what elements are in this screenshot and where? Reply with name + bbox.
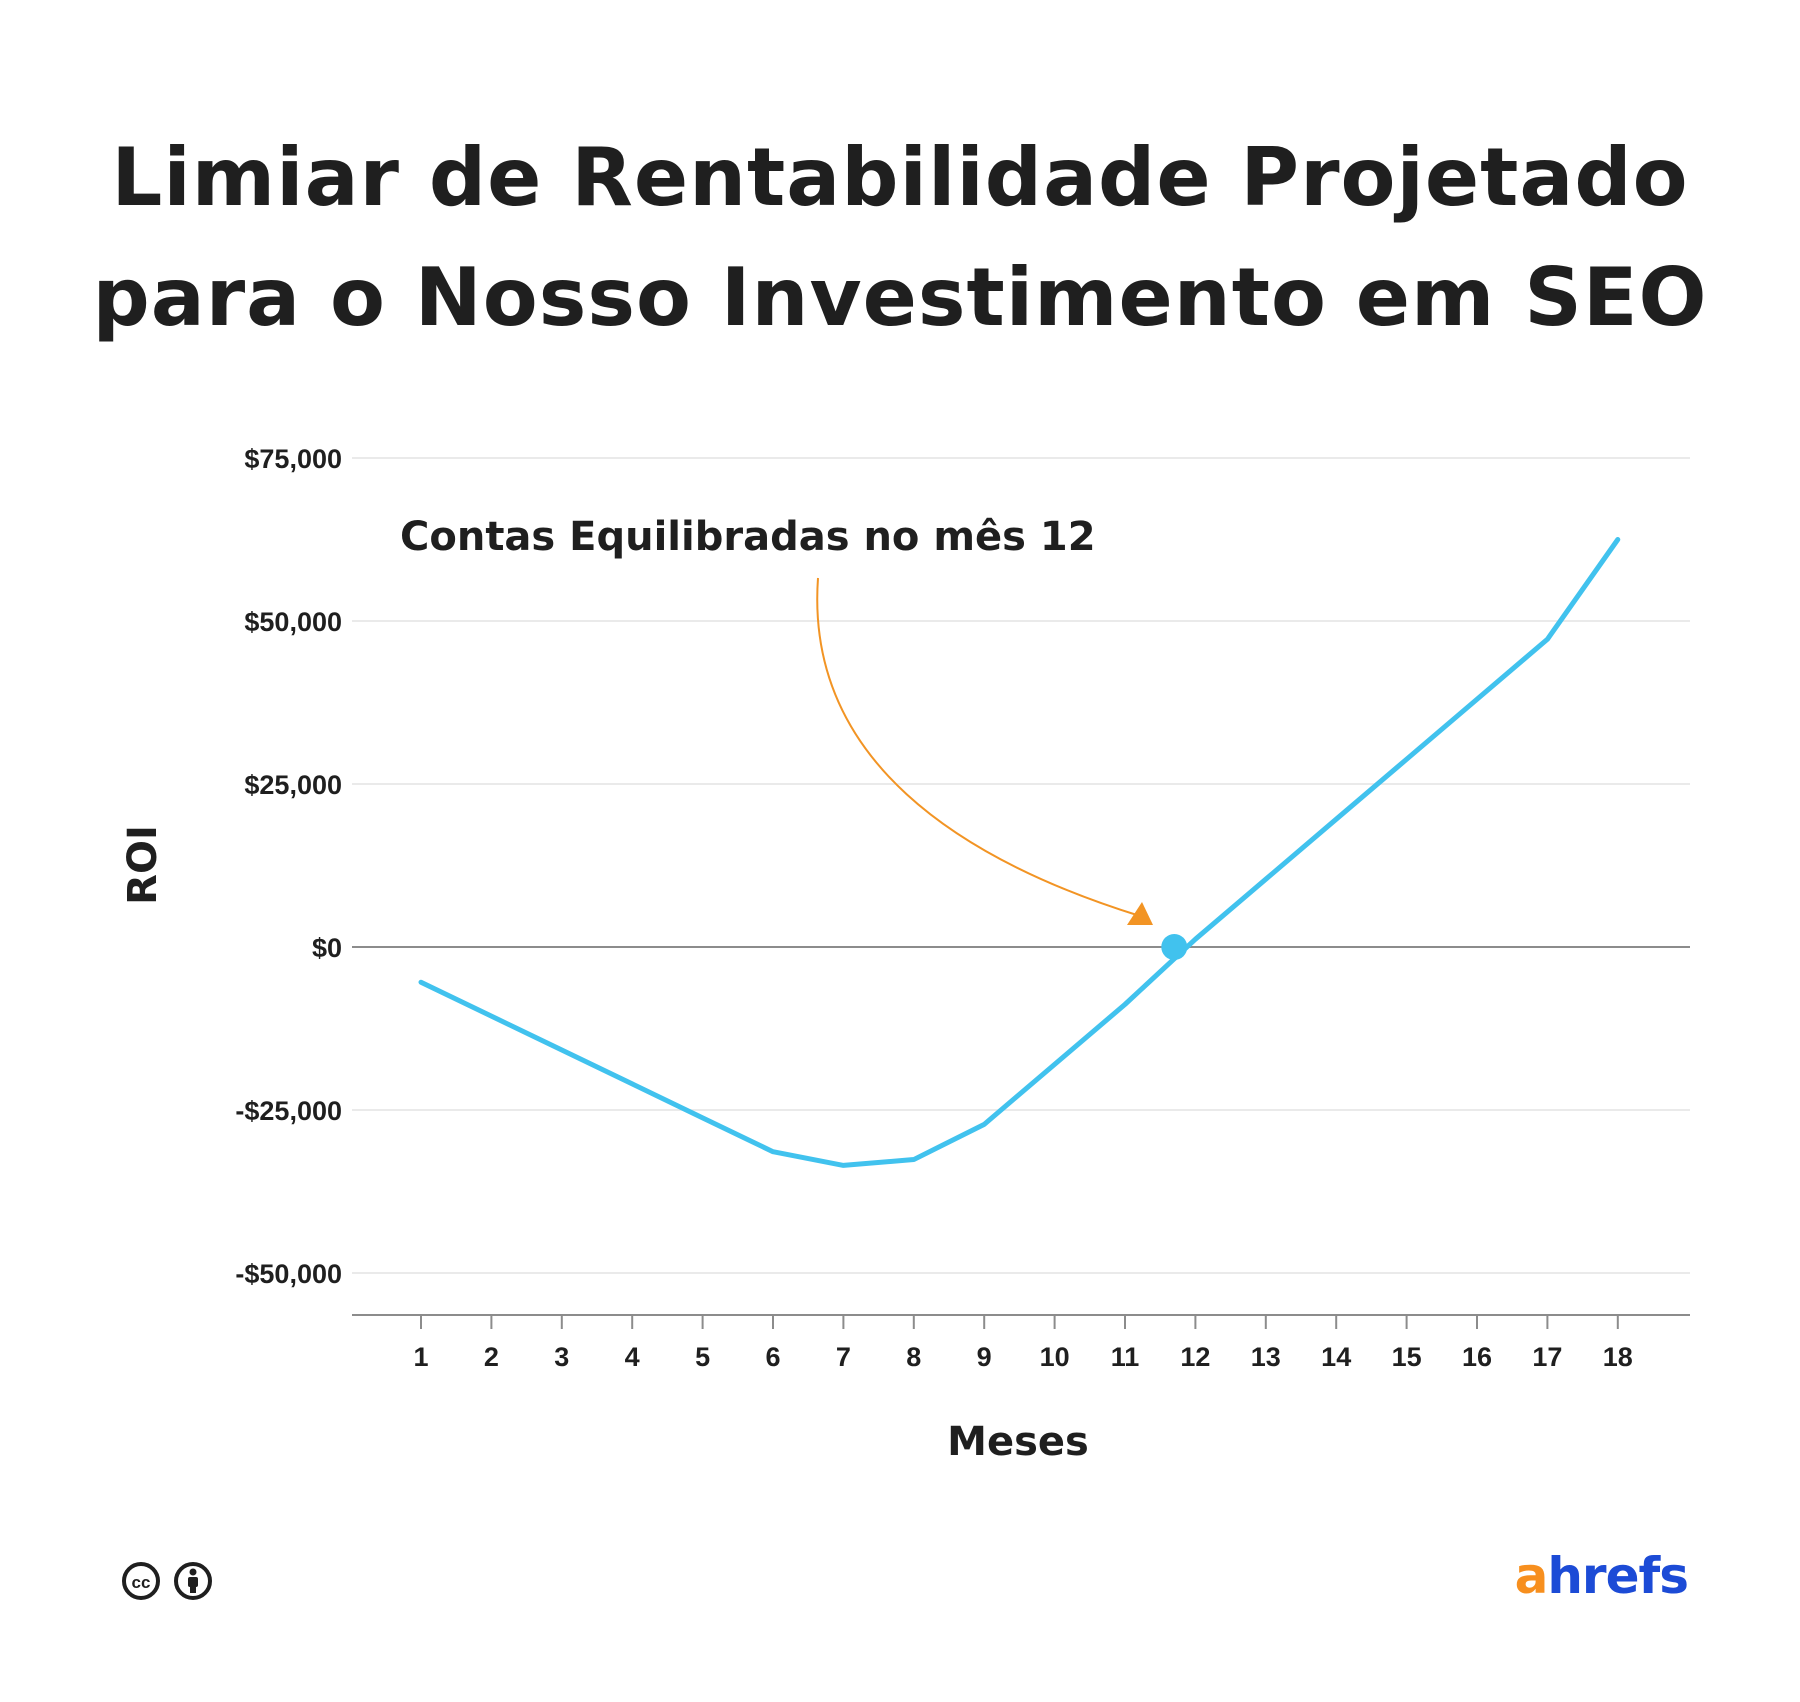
annotation-group <box>816 577 1153 925</box>
x-tick-label: 6 <box>765 1342 780 1372</box>
annotation-arrow-curve <box>816 577 1141 917</box>
y-axis-title: ROI <box>120 825 166 905</box>
x-axis: 1 2 3 4 5 6 7 8 9 10 11 12 13 14 15 16 17 18 <box>352 1314 1690 1372</box>
x-tick-label: 12 <box>1180 1342 1210 1372</box>
svg-text:cc: cc <box>132 1573 151 1592</box>
chart-title-line-1: Limiar de Rentabilidade Projetado <box>111 131 1689 224</box>
x-tick-label: 14 <box>1321 1342 1351 1372</box>
x-tick-label: 18 <box>1603 1342 1633 1372</box>
x-tick-label: 1 <box>413 1342 428 1372</box>
x-tick-label: 2 <box>484 1342 499 1372</box>
attribution-icon <box>174 1562 212 1600</box>
x-tick-label: 9 <box>977 1342 992 1372</box>
roi-series-line <box>418 537 1621 1168</box>
y-tick-label: $50,000 <box>244 607 342 637</box>
creative-commons-icon: cc <box>122 1562 160 1600</box>
x-tick-label: 11 <box>1111 1342 1140 1372</box>
y-tick-label: $0 <box>312 933 342 963</box>
ahrefs-logo: ahrefs <box>1514 1546 1689 1606</box>
annotation-arrowhead <box>1127 902 1153 925</box>
gridlines <box>352 457 1690 1274</box>
y-tick-label: $25,000 <box>244 770 342 800</box>
x-tick-label: 5 <box>695 1342 710 1372</box>
x-axis-title: Meses <box>947 1419 1089 1465</box>
x-tick-label: 3 <box>554 1342 569 1372</box>
x-tick-label: 17 <box>1532 1342 1562 1372</box>
break-even-point <box>1161 934 1188 960</box>
x-tick-label: 15 <box>1392 1342 1422 1372</box>
y-tick-label: -$50,000 <box>235 1259 342 1289</box>
x-tick-label: 4 <box>625 1342 640 1372</box>
y-tick-label: $75,000 <box>244 444 342 474</box>
series-layer <box>418 537 1621 1168</box>
license-svg: cc <box>122 1562 212 1600</box>
chart-title: Limiar de Rentabilidade Projetado para o… <box>0 118 1800 358</box>
x-tick-label: 7 <box>836 1342 851 1372</box>
y-tick-label: -$25,000 <box>235 1096 342 1126</box>
annotation-label: Contas Equilibradas no mês 12 <box>400 514 1096 560</box>
chart-title-line-2: para o Nosso Investimento em SEO <box>92 251 1708 344</box>
logo-hrefs: hrefs <box>1547 1547 1689 1605</box>
logo-a: a <box>1514 1547 1549 1605</box>
x-tick-label: 10 <box>1040 1342 1070 1372</box>
x-tick-label: 8 <box>906 1342 921 1372</box>
x-tick-label: 13 <box>1251 1342 1281 1372</box>
x-tick-label: 16 <box>1462 1342 1492 1372</box>
y-axis-ticks: $75,000 $50,000 $25,000 $0 -$25,000 -$50,000 <box>235 444 342 1289</box>
license-icons: cc <box>120 1560 220 1606</box>
